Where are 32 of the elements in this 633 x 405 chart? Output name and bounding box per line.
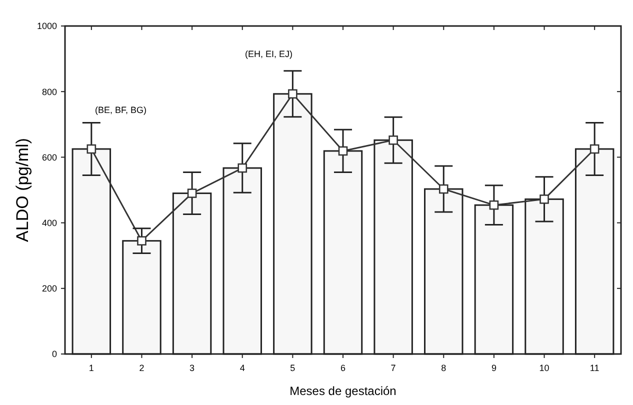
- x-tick-label: 3: [190, 363, 195, 373]
- point: [590, 144, 600, 154]
- point: [137, 236, 146, 246]
- point: [187, 188, 197, 198]
- y-tick-label: 1000: [36, 21, 57, 32]
- x-tick-label: 9: [491, 363, 496, 373]
- x-tick-label: 10: [539, 363, 550, 373]
- y-tick-label: 0: [52, 349, 57, 360]
- x-tick-label: 4: [240, 363, 245, 373]
- point: [489, 200, 499, 210]
- x-tick-label: 6: [340, 363, 346, 373]
- x-tick-label: 1: [88, 363, 94, 373]
- y-tick-label: 400: [42, 218, 57, 228]
- x-tick-label: 8: [441, 363, 446, 373]
- x-axis-title: Meses de gestación: [290, 384, 396, 398]
- y-axis-title: ALDO (pg/ml): [13, 138, 32, 242]
- point: [288, 89, 298, 99]
- point: [540, 194, 549, 204]
- x-tick-label: 7: [390, 363, 396, 373]
- point: [388, 135, 398, 145]
- x-tick-label: 5: [290, 363, 296, 373]
- point: [86, 144, 96, 154]
- annotation: (BE, BF, BG): [95, 104, 147, 115]
- y-tick-label: 800: [42, 86, 57, 97]
- y-tick-label: 600: [42, 152, 57, 162]
- point: [238, 163, 248, 173]
- x-tick-label: 2: [139, 363, 144, 373]
- point: [338, 146, 348, 156]
- y-tick-label: 200: [42, 284, 57, 294]
- point: [438, 184, 448, 194]
- annotation: (EH, EI, EJ): [245, 49, 293, 60]
- x-tick-label: 11: [590, 363, 600, 373]
